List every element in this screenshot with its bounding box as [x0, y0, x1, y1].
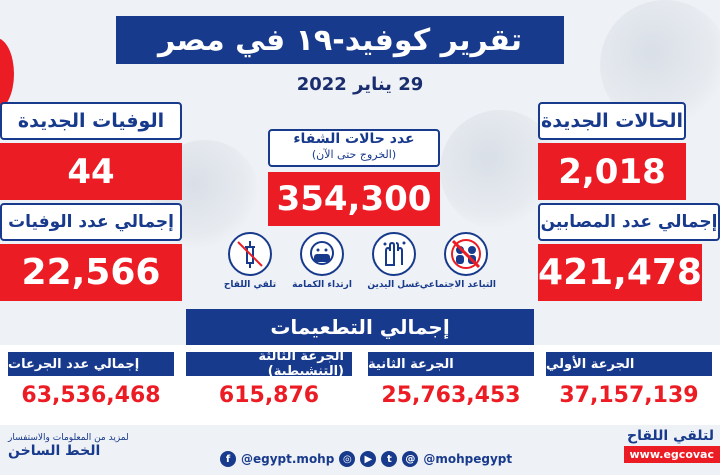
youtube-icon[interactable]: ▶: [360, 451, 377, 467]
tip-social-distancing: التباعد الاجتماعي: [419, 232, 496, 290]
hand-washing-icon: [372, 232, 416, 276]
new-deaths-label: الوفيات الجديدة: [0, 102, 182, 140]
social-distancing-icon: [444, 232, 488, 276]
new-cases-label: الحالات الجديدة: [538, 102, 686, 140]
page-title: تقرير كوفيد-١٩ في مصر: [116, 16, 564, 64]
at-icon[interactable]: @: [402, 451, 419, 467]
vacc-label: إجمالي عدد الجرعات: [8, 352, 174, 376]
report-date: 29 يناير 2022: [296, 74, 424, 95]
vacc-value: 63,536,468: [21, 383, 161, 408]
tip-label: ارتداء الكمامة: [292, 280, 352, 290]
instagram-icon[interactable]: ◎: [339, 451, 356, 467]
vaccine-signup: لتلقي اللقاح www.egcovac: [623, 428, 720, 463]
vaccine-text: لتلقي اللقاح: [627, 428, 714, 444]
tip-label: التباعد الاجتماعي: [419, 280, 496, 290]
logo-mark: [0, 38, 14, 110]
hotline-info: لمزيد من المعلومات والاستفسار الخط الساخ…: [8, 433, 129, 459]
recoveries-label: عدد حالات الشفاء (الخروج حتى الآن): [268, 129, 440, 167]
vaccinations-header: إجمالي التطعيمات: [186, 309, 534, 345]
hotline-text: الخط الساخن: [8, 443, 101, 459]
face-mask-icon: [300, 232, 344, 276]
vacc-value: 37,157,139: [559, 383, 699, 408]
twitter-icon[interactable]: t: [381, 451, 398, 467]
tip-label: تلقي اللقاح: [223, 280, 277, 290]
new-deaths-value: 44: [0, 143, 182, 200]
tip-hand-washing: غسل اليدين: [364, 232, 424, 290]
vacc-booster-dose: الجرعة الثالثة (التنشيطية) 615,876: [186, 349, 352, 408]
total-deaths-value: 22,566: [0, 244, 182, 301]
recoveries-title: عدد حالات الشفاء: [293, 131, 415, 147]
facebook-handle[interactable]: @egypt.mohp: [241, 452, 335, 466]
vaccine-syringe-icon: [228, 232, 272, 276]
vacc-label: الجرعة الأولي: [546, 352, 712, 376]
vacc-value: 25,763,453: [381, 383, 521, 408]
social-handle[interactable]: @mohpegypt: [423, 452, 513, 466]
total-cases-label: إجمالي عدد المصابين: [538, 203, 720, 241]
vacc-label: الجرعة الثانية: [368, 352, 534, 376]
tip-label: غسل اليدين: [367, 280, 421, 290]
vacc-label: الجرعة الثالثة (التنشيطية): [186, 349, 352, 379]
total-cases-value: 421,478: [538, 244, 702, 301]
total-deaths-label: إجمالي عدد الوفيات: [0, 203, 182, 241]
recoveries-sublabel: (الخروج حتى الآن): [311, 148, 397, 161]
facebook-icon[interactable]: f: [220, 451, 236, 467]
social-links: f @egypt.mohp ◎ ▶ t @ @mohpegypt: [220, 448, 512, 470]
vacc-second-dose: الجرعة الثانية 25,763,453: [368, 352, 534, 408]
vacc-total-doses: إجمالي عدد الجرعات 63,536,468: [8, 352, 174, 408]
vaccine-site-link[interactable]: www.egcovac: [623, 446, 720, 463]
tip-vaccine: تلقي اللقاح: [220, 232, 280, 290]
vacc-value: 615,876: [218, 383, 320, 408]
vacc-first-dose: الجرعة الأولي 37,157,139: [546, 352, 712, 408]
info-text: لمزيد من المعلومات والاستفسار: [8, 433, 129, 443]
tip-face-mask: ارتداء الكمامة: [292, 232, 352, 290]
recoveries-value: 354,300: [268, 172, 440, 226]
new-cases-value: 2,018: [538, 143, 686, 200]
